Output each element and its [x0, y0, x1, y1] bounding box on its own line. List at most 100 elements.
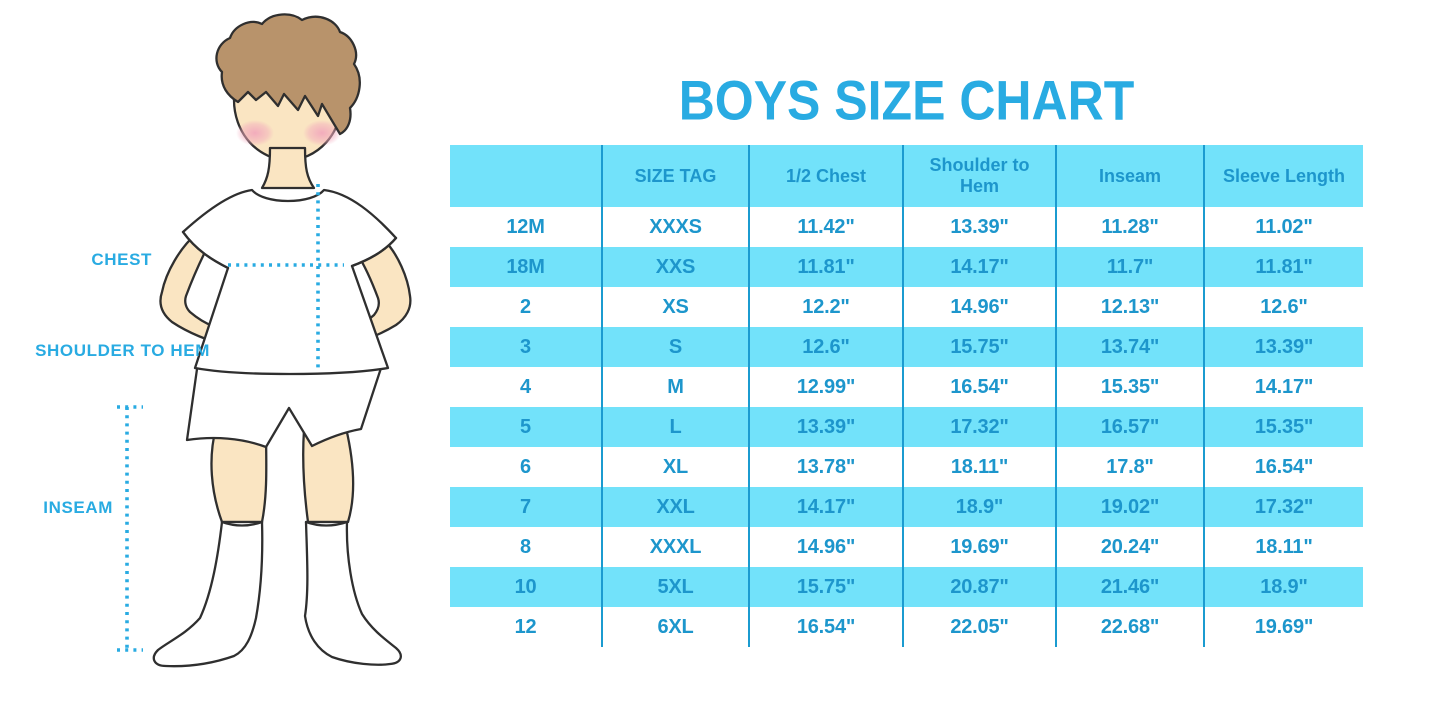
cell-tag: XXS [603, 247, 750, 287]
cell-inseam: 11.7" [1057, 247, 1205, 287]
inseam-measure-line [117, 405, 143, 652]
cell-half-chest: 16.54" [750, 607, 904, 647]
size-table: SIZE TAG 1/2 Chest Shoulder to Hem Insea… [450, 145, 1363, 647]
cell-size: 18M [450, 247, 603, 287]
header-cell-shoulder-to-hem: Shoulder to Hem [904, 145, 1057, 207]
table-row: 10 5XL 15.75" 20.87" 21.46" 18.9" [450, 567, 1363, 607]
cell-size: 6 [450, 447, 603, 487]
cell-half-chest: 11.81" [750, 247, 904, 287]
table-row: 5 L 13.39" 17.32" 16.57" 15.35" [450, 407, 1363, 447]
cell-size: 8 [450, 527, 603, 567]
cheek-right [303, 120, 341, 146]
table-row: 8 XXXL 14.96" 19.69" 20.24" 18.11" [450, 527, 1363, 567]
cell-tag: XXL [603, 487, 750, 527]
page-title: BOYS SIZE CHART [678, 68, 1135, 132]
cell-shoulder-to-hem: 17.32" [904, 407, 1057, 447]
cell-size: 7 [450, 487, 603, 527]
cell-sleeve-length: 15.35" [1254, 415, 1314, 438]
cell-size: 4 [450, 367, 603, 407]
cell-shoulder-to-hem: 15.75" [904, 327, 1057, 367]
cell-shoulder-to-hem: 19.69" [904, 527, 1057, 567]
table-row: 7 XXL 14.17" 18.9" 19.02" 17.32" [450, 487, 1363, 527]
cell-size: 5 [450, 407, 603, 447]
cell-shoulder-to-hem: 14.17" [904, 247, 1057, 287]
cell-shoulder-to-hem: 18.9" [904, 487, 1057, 527]
cell-half-chest: 13.78" [750, 447, 904, 487]
cell-inseam: 20.24" [1057, 527, 1205, 567]
cell-tag: XL [603, 447, 750, 487]
header-cell-size-tag: SIZE TAG [603, 145, 750, 207]
cell-sleeve-length: 17.32" [1254, 495, 1314, 518]
cell-tag: 6XL [603, 607, 750, 647]
cell-sleeve-length: 18.9" [1260, 575, 1308, 598]
cell-inseam: 12.13" [1057, 287, 1205, 327]
cell-tag: 5XL [603, 567, 750, 607]
cell-shoulder-to-hem: 16.54" [904, 367, 1057, 407]
cell-inseam: 11.28" [1057, 207, 1205, 247]
shorts [185, 360, 385, 449]
cell-size: 12 [450, 607, 603, 647]
left-sock [152, 520, 264, 668]
table-row: 4 M 12.99" 16.54" 15.35" 14.17" [450, 367, 1363, 407]
right-sleeve-hem-line [350, 236, 398, 268]
cell-shoulder-to-hem: 18.11" [904, 447, 1057, 487]
cell-shoulder-to-hem: 13.39" [904, 207, 1057, 247]
right-sock [303, 520, 402, 666]
cell-tag: L [603, 407, 750, 447]
cell-tag: XXXL [603, 527, 750, 567]
table-row: 12 6XL 16.54" 22.05" 22.68" 19.69" [450, 607, 1363, 647]
table-row: 6 XL 13.78" 18.11" 17.8" 16.54" [450, 447, 1363, 487]
boy-figure: CHEST SHOULDER TO HEM INSEAM [0, 0, 460, 723]
header-cell-size [450, 145, 603, 207]
cell-sleeve-length: 18.11" [1255, 535, 1313, 558]
table-row: 2 XS 12.2" 14.96" 12.13" 12.6" [450, 287, 1363, 327]
boy-illustration [117, 13, 412, 668]
cell-shoulder-to-hem: 20.87" [904, 567, 1057, 607]
cell-sleeve-length: 12.6" [1260, 295, 1308, 318]
cell-size: 12M [450, 207, 603, 247]
size-table-header: SIZE TAG 1/2 Chest Shoulder to Hem Insea… [450, 145, 1363, 207]
cell-sleeve-length: 16.54" [1254, 455, 1314, 478]
left-sock-top-line [220, 520, 264, 527]
inseam-label: INSEAM [43, 498, 113, 517]
cell-inseam: 13.74" [1057, 327, 1205, 367]
cell-tag: XXXS [603, 207, 750, 247]
cell-half-chest: 12.99" [750, 367, 904, 407]
cell-size: 10 [450, 567, 603, 607]
table-row: 12M XXXS 11.42" 13.39" 11.28" 11.02" [450, 207, 1363, 247]
cell-sleeve-length: 11.81" [1255, 255, 1313, 278]
cell-inseam: 17.8" [1057, 447, 1205, 487]
cell-sleeve-length: 14.17" [1254, 375, 1314, 398]
table-row: 3 S 12.6" 15.75" 13.74" 13.39" [450, 327, 1363, 367]
cell-half-chest: 15.75" [750, 567, 904, 607]
cell-inseam: 21.46" [1057, 567, 1205, 607]
cell-inseam: 19.02" [1057, 487, 1205, 527]
cell-sleeve-length: 11.02" [1255, 215, 1313, 238]
cell-tag: S [603, 327, 750, 367]
header-cell-inseam: Inseam [1057, 145, 1205, 207]
chest-label: CHEST [91, 250, 152, 269]
left-sleeve-hem-line [181, 230, 230, 270]
neck [260, 146, 316, 190]
right-sock-top-line [304, 520, 349, 527]
cell-shoulder-to-hem: 14.96" [904, 287, 1057, 327]
hair [215, 13, 361, 136]
cell-half-chest: 12.2" [750, 287, 904, 327]
cell-size: 2 [450, 287, 603, 327]
header-cell-half-chest: 1/2 Chest [750, 145, 904, 207]
cell-inseam: 16.57" [1057, 407, 1205, 447]
cell-size: 3 [450, 327, 603, 367]
cell-half-chest: 14.17" [750, 487, 904, 527]
cell-inseam: 15.35" [1057, 367, 1205, 407]
shirt [181, 188, 398, 376]
cell-tag: XS [603, 287, 750, 327]
cheek-left [236, 120, 274, 146]
cell-half-chest: 13.39" [750, 407, 904, 447]
cell-half-chest: 12.6" [750, 327, 904, 367]
cell-inseam: 22.68" [1057, 607, 1205, 647]
table-row: 18M XXS 11.81" 14.17" 11.7" 11.81" [450, 247, 1363, 287]
header-cell-sleeve-length: Sleeve Length [1222, 165, 1346, 186]
cell-tag: M [603, 367, 750, 407]
cell-sleeve-length: 13.39" [1254, 335, 1314, 358]
cell-half-chest: 14.96" [750, 527, 904, 567]
